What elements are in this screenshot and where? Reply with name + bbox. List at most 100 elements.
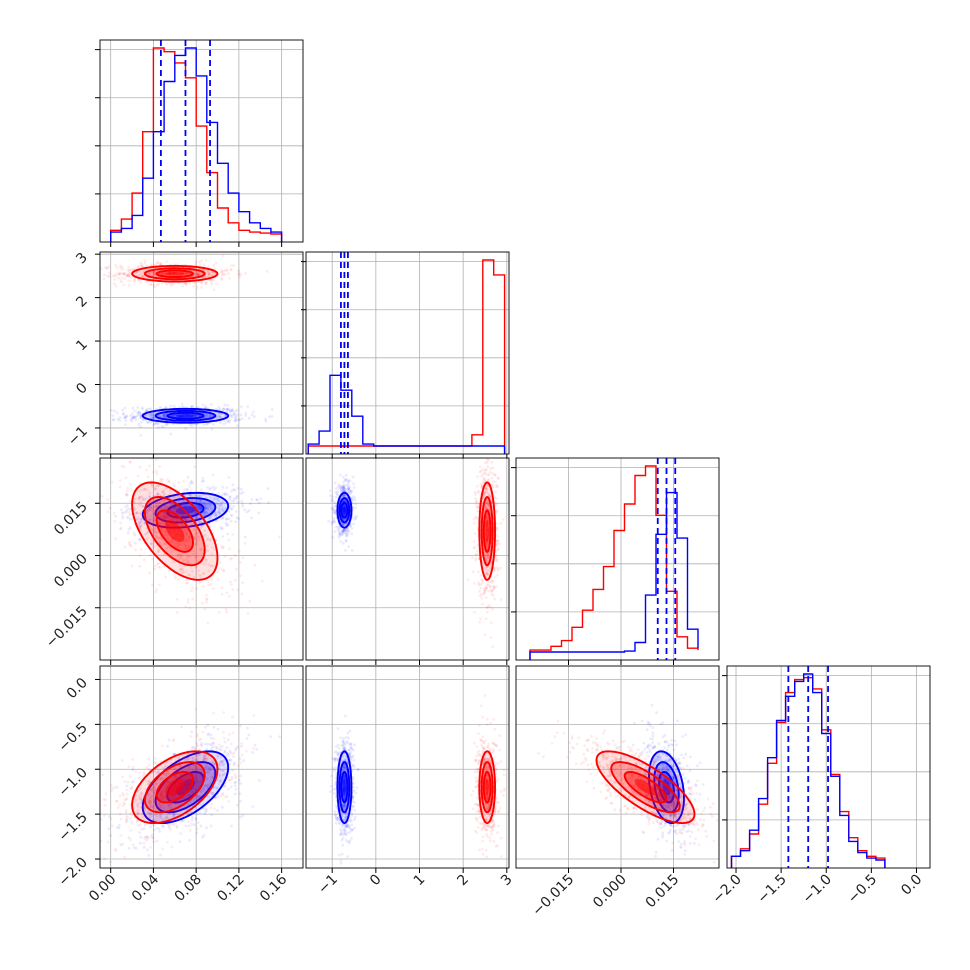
scatter-point [148, 518, 152, 522]
scatter-point [206, 777, 209, 781]
scatter-point [146, 782, 150, 786]
scatter-point [158, 813, 162, 816]
scatter-point [209, 583, 213, 586]
scatter-point [230, 408, 234, 412]
scatter-point [203, 529, 206, 532]
scatter-point [150, 804, 154, 808]
scatter-point [135, 820, 139, 824]
scatter-point [214, 514, 218, 518]
scatter-point [156, 562, 159, 566]
scatter-point [119, 834, 123, 837]
scatter-point [269, 735, 273, 738]
scatter-point [219, 780, 223, 783]
scatter-point [490, 460, 494, 464]
scatter-point [172, 814, 176, 818]
scatter-point [485, 484, 489, 488]
scatter-point [253, 563, 257, 567]
scatter-point [339, 490, 343, 494]
scatter-point [158, 262, 162, 266]
scatter-point [212, 271, 216, 275]
scatter-point [495, 510, 498, 513]
scatter-point [148, 507, 151, 510]
scatter-point [480, 602, 484, 606]
scatter-point [191, 816, 194, 819]
scatter-point [196, 812, 199, 816]
scatter-point [474, 500, 478, 503]
scatter-point [100, 494, 104, 498]
scatter-point [124, 415, 128, 419]
scatter-point [162, 488, 166, 492]
scatter-point [162, 515, 165, 518]
scatter-point [139, 520, 143, 524]
scatter-point [186, 520, 190, 523]
scatter-point [142, 269, 146, 273]
scatter-point [165, 260, 169, 263]
scatter-point [157, 536, 161, 540]
scatter-point [139, 526, 142, 529]
scatter-point [495, 522, 499, 526]
scatter-point [160, 271, 164, 275]
scatter-point [126, 486, 129, 490]
scatter-point [208, 502, 212, 505]
scatter-point [192, 274, 196, 278]
scatter-point [145, 838, 148, 842]
scatter-point [336, 493, 339, 497]
scatter-point [178, 773, 182, 777]
scatter-point [489, 636, 493, 639]
scatter-point [180, 503, 184, 506]
scatter-point [181, 523, 185, 526]
scatter-point [217, 510, 221, 514]
scatter-point [220, 503, 223, 506]
scatter-point [164, 405, 168, 409]
scatter-point [353, 496, 357, 500]
scatter-point [487, 458, 490, 462]
scatter-point [195, 538, 198, 541]
scatter-point [195, 753, 199, 757]
scatter-point [147, 508, 151, 511]
scatter-point [123, 416, 127, 420]
scatter-point [198, 581, 201, 585]
scatter-point [203, 608, 207, 611]
scatter-point [225, 591, 229, 595]
scatter-point [232, 488, 236, 491]
scatter-point [346, 487, 350, 491]
scatter-point [343, 487, 347, 490]
scatter-point [86, 522, 89, 525]
scatter-point [110, 789, 113, 793]
scatter-point [342, 529, 346, 533]
scatter-point [187, 540, 190, 544]
scatter-point [347, 545, 350, 549]
scatter-point [480, 593, 484, 596]
scatter-point [128, 499, 132, 503]
scatter-point [110, 480, 114, 484]
scatter-point [166, 779, 170, 783]
scatter-point [244, 535, 247, 539]
scatter-point [105, 266, 109, 270]
scatter-point [486, 473, 489, 476]
scatter-point [186, 598, 190, 601]
scatter-point [122, 465, 126, 469]
scatter-point [233, 761, 236, 765]
scatter-point [493, 473, 497, 477]
scatter-point [480, 483, 484, 487]
scatter-point [166, 744, 169, 748]
scatter-point [158, 405, 162, 409]
scatter-point [158, 830, 162, 833]
scatter-point [212, 711, 215, 715]
scatter-point [139, 489, 142, 492]
scatter-point [200, 770, 204, 773]
scatter-point [208, 564, 212, 568]
scatter-point [479, 583, 482, 587]
scatter-point [127, 765, 131, 768]
scatter-point [239, 561, 242, 564]
scatter-point [150, 507, 153, 511]
scatter-point [156, 492, 160, 495]
scatter-point [344, 473, 348, 477]
scatter-point [142, 505, 145, 508]
scatter-point [172, 813, 176, 816]
scatter-point [197, 753, 201, 757]
scatter-point [170, 550, 173, 554]
scatter-point [156, 807, 159, 811]
scatter-point [180, 522, 183, 526]
scatter-point [218, 414, 221, 418]
